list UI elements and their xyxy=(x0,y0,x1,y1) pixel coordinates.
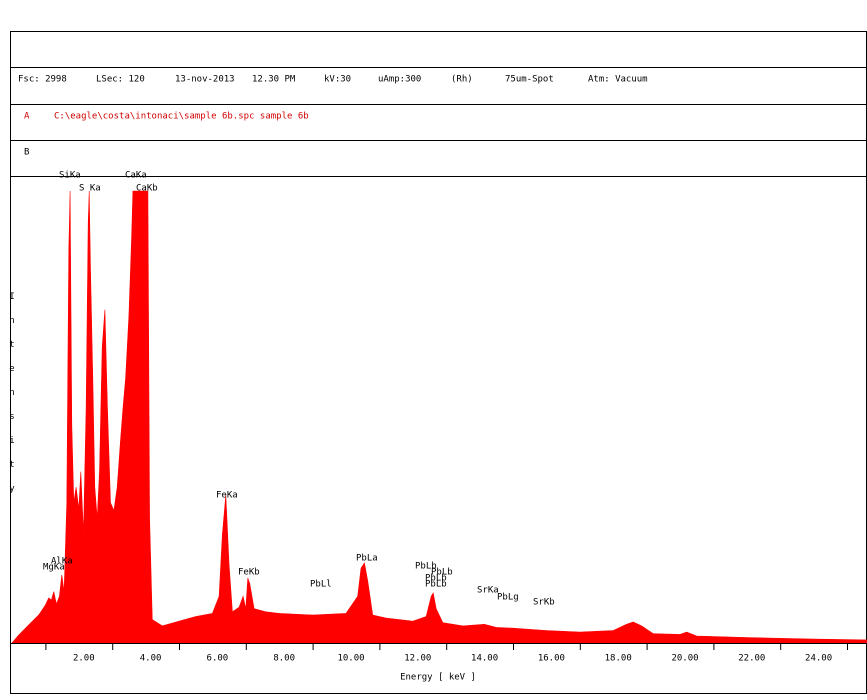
peak-label: MgKa xyxy=(43,563,65,573)
peak-label: PbLl xyxy=(310,580,332,590)
x-tick-label: 18.00 xyxy=(605,654,632,664)
peak-label: CaKb xyxy=(136,184,158,194)
x-tick-label: 22.00 xyxy=(738,654,765,664)
peak-label: SiKa xyxy=(59,171,81,181)
info-field: uAmp:300 xyxy=(378,75,421,85)
peak-label: CaKa xyxy=(125,171,147,181)
info-field: 13-nov-2013 xyxy=(175,75,235,85)
peak-label: PbLb xyxy=(425,580,447,590)
peak-label: FeKa xyxy=(216,491,238,501)
x-tick-label: 8.00 xyxy=(273,654,295,664)
x-tick-label: 20.00 xyxy=(671,654,698,664)
x-tick-label: 2.00 xyxy=(73,654,95,664)
info-field: kV:30 xyxy=(324,75,351,85)
row-b-tag: B xyxy=(24,148,29,158)
peak-label: PbLb xyxy=(415,562,437,572)
x-tick-label: 6.00 xyxy=(207,654,229,664)
x-tick-label: 4.00 xyxy=(140,654,162,664)
y-axis-label: Intensity xyxy=(7,292,17,508)
info-field: Atm: Vacuum xyxy=(588,75,648,85)
info-field: Fsc: 2998 xyxy=(18,75,67,85)
x-tick-label: 10.00 xyxy=(337,654,364,664)
info-field: LSec: 120 xyxy=(96,75,145,85)
info-field: 12.30 PM xyxy=(252,75,296,85)
x-tick-label: 16.00 xyxy=(538,654,565,664)
peak-label: SrKa xyxy=(477,586,499,596)
peak-label: PbLb xyxy=(425,574,447,584)
peak-label: PbLa xyxy=(356,554,378,564)
row-a-tag: A xyxy=(24,112,30,122)
peak-label: FeKb xyxy=(238,568,260,578)
spectrum xyxy=(11,190,867,644)
info-field: (Rh) xyxy=(451,75,473,85)
x-tick-label: 24.00 xyxy=(805,654,832,664)
row-a-file: C:\eagle\costa\intonaci\sample 6b.spc sa… xyxy=(54,112,309,122)
peak-label: PbLb xyxy=(431,568,453,578)
x-axis-label: Energy [ keV ] xyxy=(400,673,476,683)
peak-label: S Ka xyxy=(79,184,101,194)
peak-label: AlKa xyxy=(51,557,73,567)
x-tick-label: 12.00 xyxy=(404,654,431,664)
peak-label: PbLg xyxy=(497,593,519,603)
peak-label: SrKb xyxy=(533,598,555,608)
x-tick-label: 14.00 xyxy=(471,654,498,664)
info-field: 75um-Spot xyxy=(505,75,554,85)
